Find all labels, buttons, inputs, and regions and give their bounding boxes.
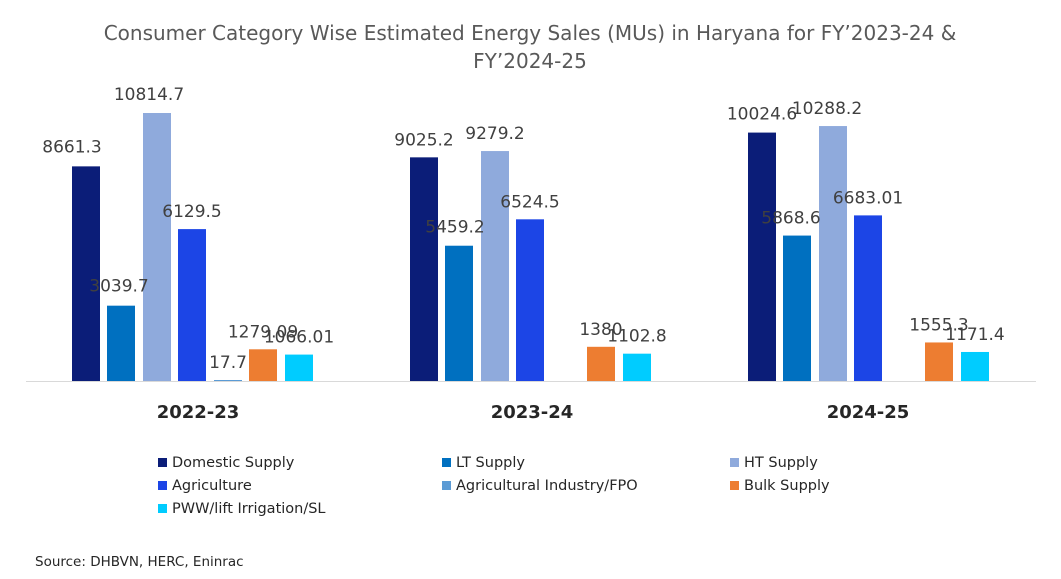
legend-item-pww-lift-irrigation-sl: PWW/lift Irrigation/SL	[158, 501, 326, 517]
source-note: Source: DHBVN, HERC, Eninrac	[35, 554, 244, 570]
data-label-bulk-supply-2024-25: 1555.3	[909, 315, 968, 335]
legend-swatch	[158, 481, 167, 490]
data-label-agriculture-2024-25: 6683.01	[833, 188, 903, 208]
category-label-2024-25: 2024-25	[827, 402, 910, 423]
legend-item-agricultural-industry-fpo: Agricultural Industry/FPO	[442, 478, 638, 494]
data-label-lt-supply-2024-25: 5868.6	[761, 209, 820, 229]
legend: Domestic Supply LT Supply HT Supply Agricul…	[158, 455, 830, 517]
legend-swatch	[442, 458, 451, 467]
legend-label: Domestic Supply	[172, 455, 295, 471]
data-label-pww-lift-irrigation-sl-2023-24: 1102.8	[607, 327, 666, 347]
data-label-pww-lift-irrigation-sl-2022-23: 1066.01	[264, 328, 334, 348]
bar-domestic-supply-2023-24	[410, 157, 438, 381]
bar-pww-lift-irrigation-sl-2022-23	[285, 354, 313, 381]
category-label-2023-24: 2023-24	[491, 402, 574, 423]
legend-label: LT Supply	[456, 455, 525, 471]
bar-layer	[72, 113, 989, 381]
data-label-ht-supply-2023-24: 9279.2	[465, 124, 524, 144]
bar-lt-supply-2022-23	[107, 305, 135, 381]
data-label-domestic-supply-2024-25: 10024.6	[727, 105, 797, 125]
legend-swatch	[158, 504, 167, 513]
bar-ht-supply-2024-25	[819, 126, 847, 381]
data-label-bulk-supply-2023-24: 1380	[579, 320, 622, 340]
bar-bulk-supply-2024-25	[925, 342, 953, 381]
data-labels: 8661.3 9025.2 10024.6 3039.7 5459.2 5868.6 108…	[42, 85, 1004, 373]
legend-item-bulk-supply: Bulk Supply	[730, 478, 830, 494]
chart-title: Consumer Category Wise Estimated Energy …	[104, 21, 957, 73]
bar-lt-supply-2024-25	[783, 235, 811, 381]
bar-bulk-supply-2023-24	[587, 346, 615, 381]
bar-agriculture-2022-23	[178, 229, 206, 381]
bar-ht-supply-2022-23	[143, 113, 171, 381]
legend-label: HT Supply	[744, 455, 818, 471]
bar-agriculture-2023-24	[516, 219, 544, 381]
bar-lt-supply-2023-24	[445, 245, 473, 381]
data-label-agriculture-2022-23: 6129.5	[162, 202, 221, 222]
legend-item-lt-supply: LT Supply	[442, 455, 525, 471]
legend-item-agriculture: Agriculture	[158, 478, 252, 494]
legend-item-domestic-supply: Domestic Supply	[158, 455, 295, 471]
chart-title-line-2: FY’2024-25	[473, 49, 587, 73]
legend-swatch	[158, 458, 167, 467]
category-labels: 2022-23 2023-24 2024-25	[157, 402, 910, 423]
data-label-pww-lift-irrigation-sl-2024-25: 1171.4	[945, 325, 1004, 345]
bar-pww-lift-irrigation-sl-2024-25	[961, 351, 989, 381]
bar-agriculture-2024-25	[854, 215, 882, 381]
chart-title-line-1: Consumer Category Wise Estimated Energy …	[104, 21, 957, 45]
data-label-ht-supply-2022-23: 10814.7	[114, 85, 184, 105]
bar-bulk-supply-2022-23	[249, 349, 277, 381]
category-label-2022-23: 2022-23	[157, 402, 240, 423]
data-label-lt-supply-2023-24: 5459.2	[425, 218, 484, 238]
bar-ht-supply-2023-24	[481, 151, 509, 381]
legend-label: Bulk Supply	[744, 478, 830, 494]
data-label-domestic-supply-2023-24: 9025.2	[394, 130, 453, 150]
data-label-domestic-supply-2022-23: 8661.3	[42, 137, 101, 157]
bar-agricultural-industry-fpo-2022-23	[214, 380, 242, 381]
data-label-bulk-supply-2022-23: 1279.09	[228, 322, 298, 342]
legend-label: Agricultural Industry/FPO	[456, 478, 638, 494]
legend-label: Agriculture	[172, 478, 252, 494]
bar-domestic-supply-2022-23	[72, 166, 100, 381]
legend-item-ht-supply: HT Supply	[730, 455, 818, 471]
data-label-agricultural-industry-fpo-2022-23: 17.7	[209, 353, 247, 373]
legend-swatch	[730, 481, 739, 490]
bar-domestic-supply-2024-25	[748, 132, 776, 381]
legend-label: PWW/lift Irrigation/SL	[172, 501, 326, 517]
data-label-ht-supply-2024-25: 10288.2	[792, 99, 862, 119]
data-label-agriculture-2023-24: 6524.5	[500, 192, 559, 212]
bar-pww-lift-irrigation-sl-2023-24	[623, 353, 651, 381]
legend-swatch	[730, 458, 739, 467]
data-label-lt-supply-2022-23: 3039.7	[89, 277, 148, 297]
legend-swatch	[442, 481, 451, 490]
